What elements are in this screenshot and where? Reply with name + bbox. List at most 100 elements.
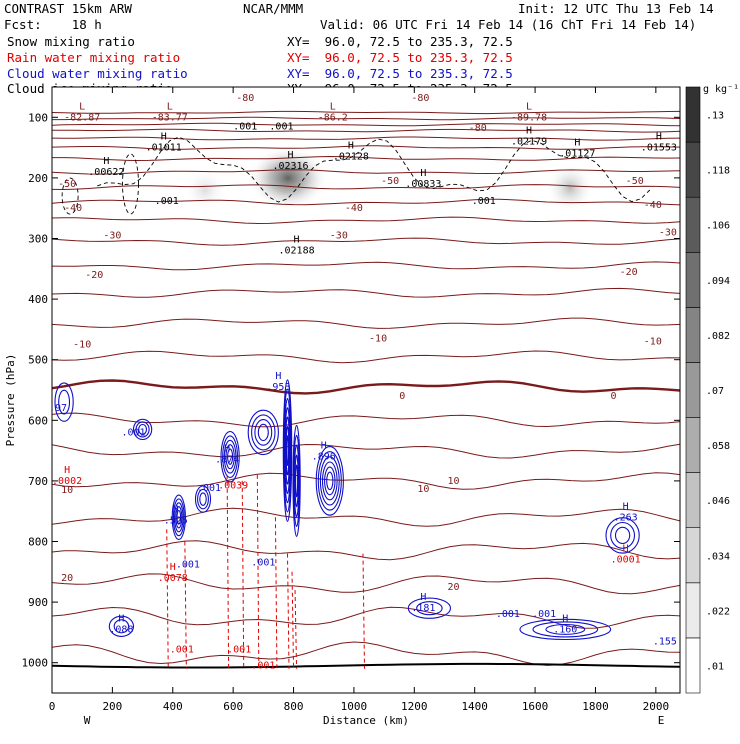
colorbar-swatch bbox=[685, 141, 701, 198]
isotherm-label: -20 bbox=[620, 267, 638, 278]
isotherm-label: 10 bbox=[417, 484, 429, 495]
cloud-water-contour bbox=[614, 526, 631, 545]
cloud-water-contour bbox=[317, 451, 342, 511]
rain-water-contour bbox=[362, 553, 365, 669]
isotherm-line bbox=[52, 606, 680, 629]
extremum-marker: H bbox=[103, 156, 109, 167]
rain-water-contour bbox=[241, 480, 245, 669]
extremum-value: .01553 bbox=[641, 143, 677, 154]
cloud-water-contour bbox=[222, 435, 239, 479]
cloud-water-contour bbox=[227, 448, 234, 465]
rain-water-contour bbox=[294, 589, 298, 669]
isotherm-label: -50 bbox=[381, 176, 399, 187]
isotherm-line bbox=[52, 287, 680, 298]
isotherm-label: -10 bbox=[73, 340, 91, 351]
snow-shading-west bbox=[183, 168, 227, 212]
cloud-water-contour bbox=[138, 423, 148, 435]
cloud-water-contour bbox=[175, 506, 183, 529]
isotherm-line bbox=[52, 116, 680, 121]
isotherm-label: 10 bbox=[448, 476, 460, 487]
isotherm-line bbox=[52, 128, 680, 133]
extremum-value: .088 bbox=[109, 624, 133, 635]
isotherm-label: -20 bbox=[85, 270, 103, 281]
colorbar-tick-label: .01 bbox=[706, 662, 724, 673]
extremum-marker: H bbox=[623, 501, 629, 512]
surface-line bbox=[52, 662, 680, 669]
freezing-level-isotherm bbox=[52, 379, 680, 395]
extremum-value: .263 bbox=[614, 512, 638, 523]
isotherm-label: -40 bbox=[64, 203, 82, 214]
cloud-water-contour bbox=[284, 416, 291, 485]
cloud-water-contour bbox=[257, 423, 269, 442]
contour-labels: L-82.87L-83.77L-86.2L-89.78H.01011H.0062… bbox=[52, 93, 677, 672]
extremum-value: .0002 bbox=[52, 476, 82, 487]
cloud-water-contour bbox=[321, 461, 338, 501]
colorbar: g kg⁻¹ .01 .022 .034 .046 .058 .07 .082 .094 .10… bbox=[685, 84, 739, 694]
extremum-marker: H bbox=[170, 562, 176, 573]
x-tick-label: 1800 bbox=[582, 700, 609, 713]
isotherm-label: 10 bbox=[61, 485, 73, 496]
y-tick-label: 100 bbox=[28, 111, 48, 124]
isotherm-label: -10 bbox=[644, 337, 662, 348]
isotherm-label: -40 bbox=[644, 200, 662, 211]
extremum-value: .874 bbox=[215, 455, 239, 466]
extremum-marker: H bbox=[574, 138, 580, 149]
isotherm-label: -50 bbox=[626, 176, 644, 187]
extremum-value: .0001 bbox=[611, 555, 641, 566]
extremum-value: .01127 bbox=[559, 149, 595, 160]
cloud-ice-contour-loop bbox=[61, 177, 79, 215]
contour-label: .001 bbox=[532, 609, 556, 620]
colorbar-tick-label: .082 bbox=[706, 331, 730, 342]
colorbar-swatch bbox=[685, 637, 701, 694]
cloud-water-contour bbox=[194, 485, 212, 513]
colorbar-tick-label: .034 bbox=[706, 551, 730, 562]
rain-water-contour bbox=[166, 529, 169, 669]
x-tick-label: 1400 bbox=[461, 700, 488, 713]
colorbar-swatch bbox=[685, 362, 701, 418]
x-tick-label: 600 bbox=[223, 700, 243, 713]
extremum-marker: L bbox=[79, 101, 85, 112]
isotherm-line bbox=[52, 443, 680, 459]
extremum-value: .0078 bbox=[158, 573, 188, 584]
contour-label: .001 bbox=[233, 121, 257, 132]
cloud-water-contour bbox=[220, 430, 240, 483]
extremum-value: .160 bbox=[553, 624, 577, 635]
isotherm-label: 0 bbox=[399, 391, 405, 402]
x-tick-label: 400 bbox=[163, 700, 183, 713]
x-tick-label: 0 bbox=[49, 700, 56, 713]
cloud-water-contour bbox=[171, 494, 186, 541]
cloud-water-contour bbox=[199, 492, 207, 506]
contour-label: .001 bbox=[251, 661, 275, 672]
isotherm-label: -30 bbox=[659, 227, 677, 238]
isotherm-line bbox=[52, 155, 680, 162]
init-time: Init: 12 UTC Thu 13 Feb 14 bbox=[518, 1, 714, 16]
cloud-water-contour bbox=[545, 623, 586, 635]
cloud-water-contour bbox=[225, 444, 235, 470]
isotherm-label: -30 bbox=[103, 230, 121, 241]
y-tick-label: 600 bbox=[28, 414, 48, 427]
cloud-water-contour bbox=[293, 434, 301, 528]
cloud-water-contour bbox=[174, 502, 184, 533]
snow-shading-core bbox=[248, 146, 328, 210]
isotherm-line bbox=[52, 641, 680, 666]
cloud-water-contour bbox=[319, 456, 340, 506]
colorbar-swatch bbox=[685, 527, 701, 584]
contour-label: .155 bbox=[653, 636, 677, 647]
x-axis-label: Distance (km) bbox=[323, 714, 409, 727]
contour-label: .001 bbox=[251, 558, 275, 569]
cloud-water-contour bbox=[295, 464, 299, 498]
contour-label: .001 bbox=[197, 483, 221, 494]
colorbar-tick-label: .118 bbox=[706, 166, 730, 177]
rain-water-contour bbox=[291, 571, 295, 669]
cloud-water-contour bbox=[294, 454, 299, 508]
cloud-water-contour bbox=[254, 419, 273, 446]
rain-water-contour bbox=[287, 553, 290, 669]
cloud-water-contour bbox=[324, 466, 336, 496]
model-title: CONTRAST 15km ARW bbox=[4, 1, 132, 16]
extremum-value: .02316 bbox=[272, 161, 308, 172]
org-label: NCAR/MMM bbox=[243, 1, 303, 16]
extremum-value: -82.87 bbox=[64, 112, 100, 123]
isotherm-label: -80 bbox=[411, 93, 429, 104]
colorbar-swatch bbox=[685, 472, 701, 529]
cloud-water-contour bbox=[532, 621, 599, 638]
